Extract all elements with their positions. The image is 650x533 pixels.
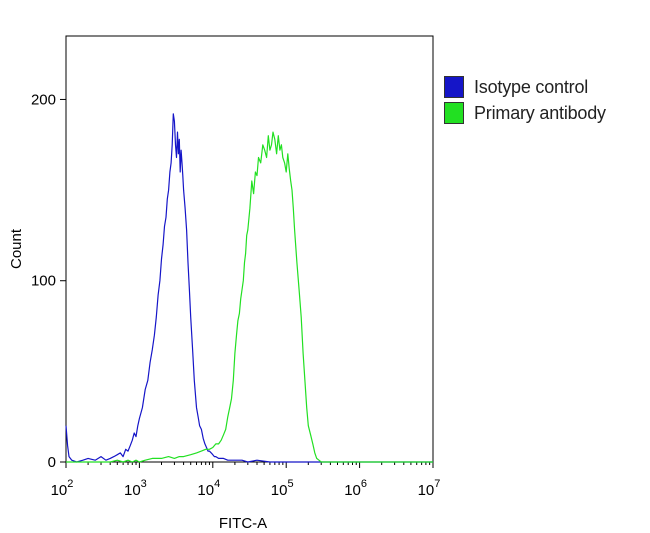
legend-item-isotype-control: Isotype control <box>444 74 606 100</box>
legend-item-primary-antibody: Primary antibody <box>444 100 606 126</box>
series-line-primary-antibody <box>66 131 433 463</box>
y-axis-label: Count <box>8 228 25 269</box>
x-tick-label: 104 <box>197 478 220 499</box>
x-axis-ticks: 102 103 104 105 106 107 <box>51 462 441 499</box>
legend-swatch-isotype-control <box>444 76 464 98</box>
legend-swatch-primary-antibody <box>444 102 464 124</box>
y-axis-ticks: 0 100 200 <box>31 91 66 471</box>
y-tick-label: 0 <box>48 454 56 471</box>
y-tick-label: 100 <box>31 273 56 290</box>
x-tick-label: 105 <box>271 478 294 499</box>
x-tick-label: 107 <box>418 478 441 499</box>
series-line-isotype-control <box>65 113 433 463</box>
plot-frame <box>65 35 434 463</box>
x-tick-label: 102 <box>51 478 74 499</box>
y-tick-label: 200 <box>31 91 56 108</box>
series-layer <box>65 113 433 463</box>
legend: Isotype control Primary antibody <box>444 74 606 126</box>
x-axis-label: FITC-A <box>219 515 267 532</box>
legend-label-isotype-control: Isotype control <box>474 76 589 97</box>
legend-label-primary-antibody: Primary antibody <box>474 102 606 123</box>
x-tick-label: 106 <box>344 478 367 499</box>
x-tick-label: 103 <box>124 478 147 499</box>
